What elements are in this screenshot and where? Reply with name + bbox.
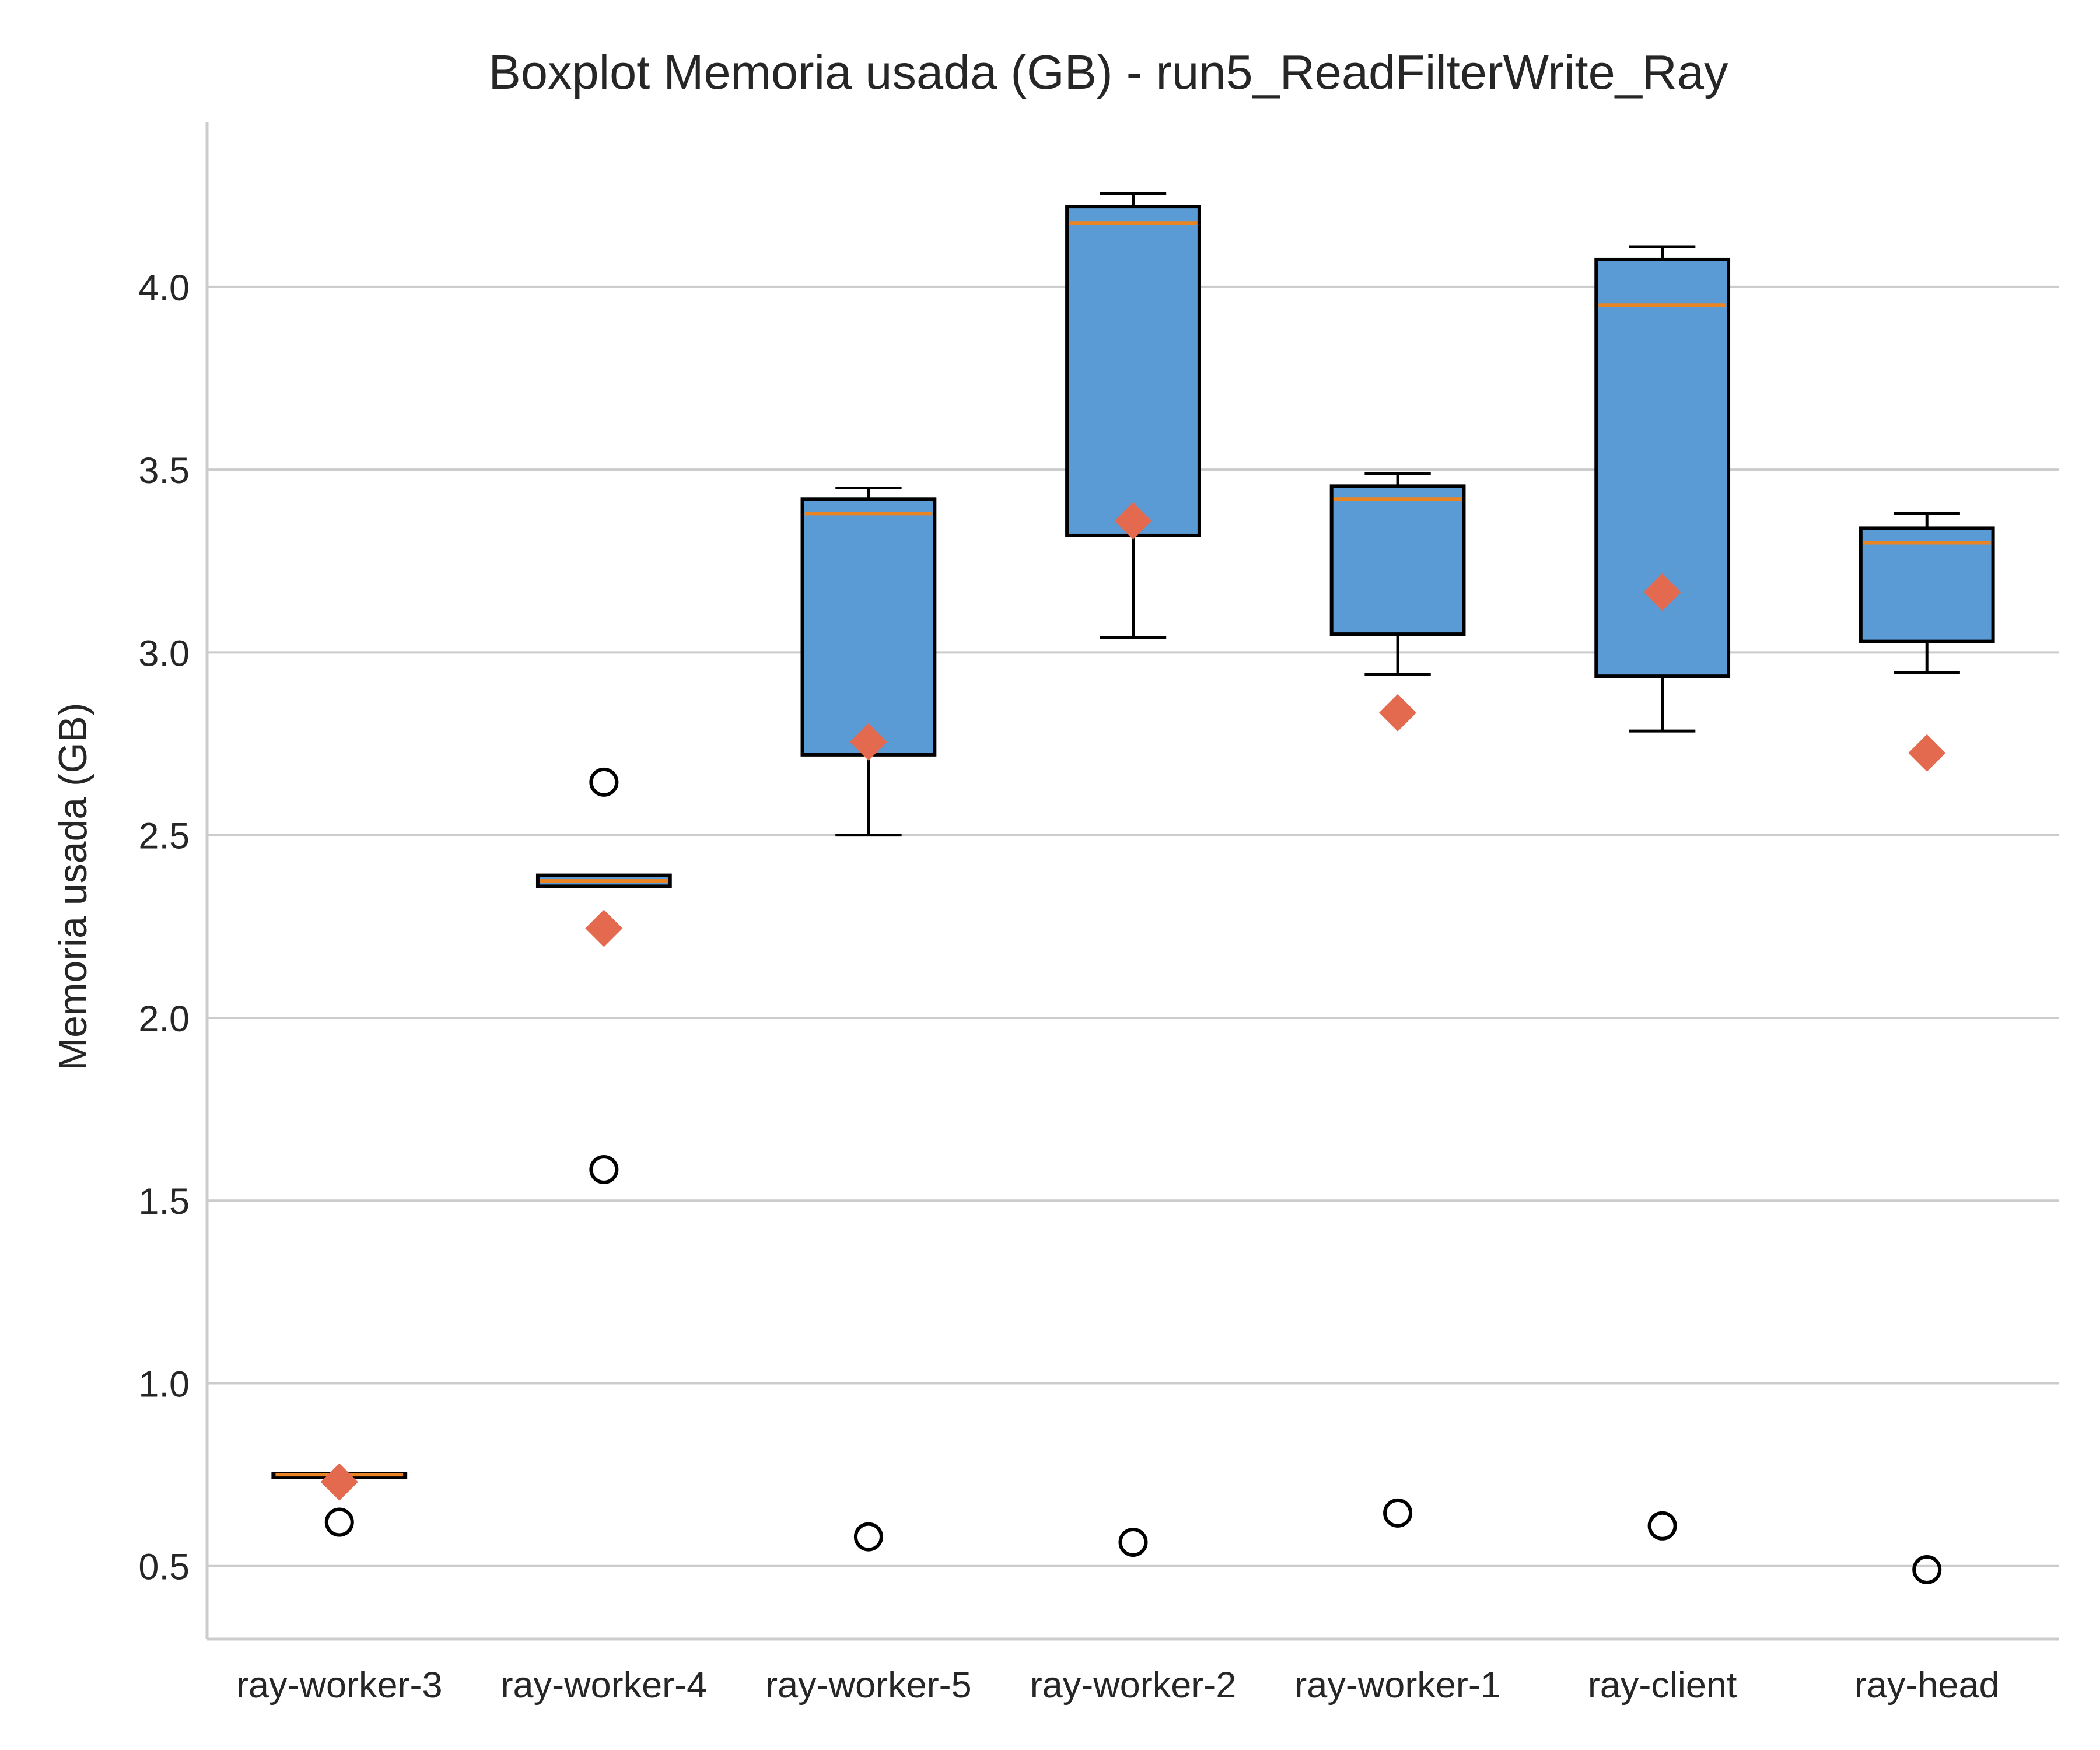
x-tick-label: ray-worker-5: [765, 1665, 972, 1706]
box-iqr: [800, 497, 937, 757]
mean-marker: [1908, 734, 1946, 772]
outlier-point: [1118, 1527, 1148, 1557]
y-tick-label: 0.5: [138, 1547, 190, 1588]
mean-marker: [320, 1463, 358, 1501]
box-iqr: [1859, 526, 1995, 643]
box-iqr: [1594, 257, 1731, 678]
boxes: [271, 192, 1995, 1584]
outlier-point: [1383, 1498, 1413, 1528]
y-axis-label: Memoria usada (GB): [51, 702, 95, 1070]
tick-labels: 0.5 1.0 1.5 2.0 2.5 3.0 3.5 4.0 ray-worker-3 ray-…: [138, 268, 1999, 1706]
outlier-point: [324, 1507, 354, 1537]
box-group: [1859, 512, 1995, 1584]
x-tick-label: ray-head: [1854, 1665, 2000, 1706]
x-tick-label: ray-worker-2: [1030, 1665, 1237, 1706]
mean-marker: [1379, 694, 1417, 732]
outlier-point: [1912, 1555, 1942, 1584]
mean-marker: [1643, 573, 1681, 611]
box-group: [1329, 471, 1466, 1528]
outlier-point: [853, 1522, 883, 1552]
y-tick-label: 2.5: [138, 816, 190, 857]
x-tick-label: ray-worker-1: [1294, 1665, 1501, 1706]
y-tick-label: 3.0: [138, 633, 190, 674]
x-tick-label: ray-worker-4: [501, 1665, 708, 1706]
y-tick-label: 1.0: [138, 1364, 190, 1405]
box-group: [536, 767, 672, 1184]
x-tick-label: ray-client: [1588, 1665, 1737, 1706]
mean-marker: [849, 723, 887, 761]
mean-marker: [1114, 502, 1152, 540]
outlier-point: [589, 1154, 619, 1184]
y-tick-label: 2.0: [138, 999, 190, 1040]
y-tick-label: 4.0: [138, 268, 190, 309]
box-group: [1594, 245, 1731, 1541]
box-group: [271, 1463, 408, 1537]
box-group: [800, 487, 937, 1552]
y-tick-label: 1.5: [138, 1181, 190, 1222]
box-iqr: [1065, 205, 1201, 537]
chart-title: Boxplot Memoria usada (GB) - run5_ReadFi…: [488, 45, 1728, 99]
mean-marker: [585, 909, 623, 947]
outlier-point: [1647, 1511, 1677, 1541]
outlier-point: [589, 767, 619, 797]
y-tick-label: 3.5: [138, 450, 190, 491]
box-group: [1065, 192, 1201, 1557]
box-iqr: [1329, 484, 1466, 636]
gridlines: [207, 285, 2059, 1567]
x-tick-label: ray-worker-3: [236, 1665, 443, 1706]
axes: [205, 123, 2059, 1641]
